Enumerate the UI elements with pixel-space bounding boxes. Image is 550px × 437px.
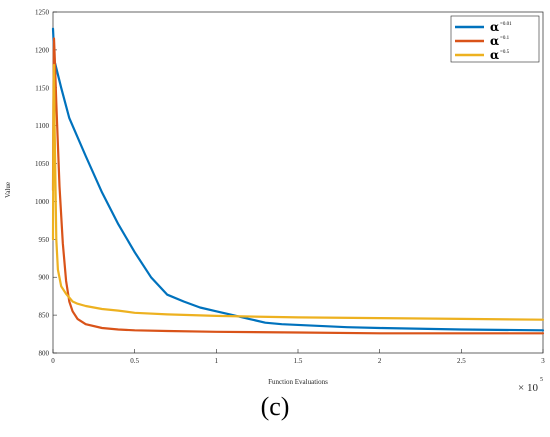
y-tick-label: 800 <box>39 350 50 358</box>
plot-area <box>52 11 544 354</box>
y-tick-label: 1000 <box>35 198 50 206</box>
series-line-1 <box>51 37 545 335</box>
legend-sublabel-2: =0.5 <box>500 50 510 55</box>
legend-sublabel-1: =0.1 <box>500 36 510 41</box>
y-tick-label: 850 <box>39 312 50 320</box>
x-tick-label: 3 <box>541 357 545 365</box>
series-line-0 <box>51 27 545 332</box>
figure-caption: (c) <box>260 392 290 421</box>
x-exponent-power: 5 <box>540 377 543 383</box>
line-chart: 800 850 900 950 1000 1050 1100 1150 1200 1250 0 0.… <box>4 9 545 393</box>
series-layer <box>51 27 545 335</box>
x-tick-label: 0 <box>51 357 55 365</box>
series-line-2 <box>51 63 545 321</box>
y-tick-label: 1200 <box>35 46 50 54</box>
legend-label-1: α <box>490 34 499 48</box>
x-tick-label: 1 <box>215 357 219 365</box>
x-tick-label: 2 <box>378 357 382 365</box>
y-axis-ticks: 800 850 900 950 1000 1050 1100 1150 1200 1250 <box>35 9 57 358</box>
y-tick-label: 1100 <box>35 122 49 130</box>
y-axis-label: Value <box>4 182 12 198</box>
x-tick-label: 0.5 <box>130 357 139 365</box>
legend-label-2: α <box>490 48 499 62</box>
legend-label-0: α <box>490 20 499 34</box>
y-tick-label: 900 <box>39 274 50 282</box>
y-tick-label: 1150 <box>35 84 49 92</box>
legend: α =0.01α =0.1α =0.5 <box>450 15 540 63</box>
y-tick-label: 950 <box>39 236 50 244</box>
y-tick-label: 1050 <box>35 160 50 168</box>
legend-sublabel-0: =0.01 <box>500 22 512 27</box>
x-tick-label: 1.5 <box>294 357 303 365</box>
x-exponent-label: × 10 <box>518 382 538 392</box>
y-tick-label: 1250 <box>35 9 50 17</box>
x-tick-label: 2.5 <box>457 357 466 365</box>
x-axis-label: Function Evaluations <box>268 378 328 386</box>
x-axis-ticks: 0 0.5 1 1.5 2 2.5 3 <box>51 349 545 365</box>
